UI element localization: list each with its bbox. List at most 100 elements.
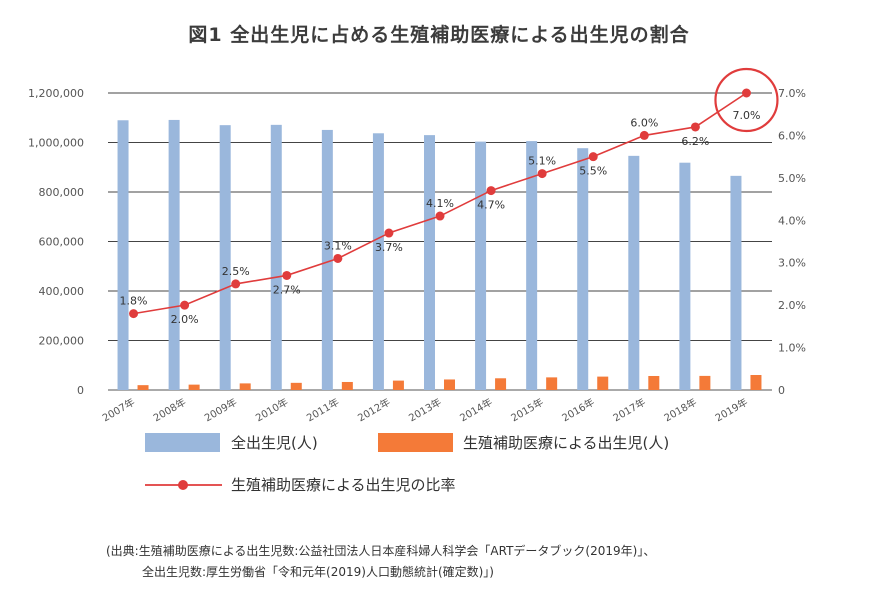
- source-line-1: (出典:生殖補助医療による出生児数:公益社団法人日本産科婦人科学会「ARTデータ…: [106, 544, 656, 558]
- y-left-tick-label: 200,000: [39, 335, 85, 348]
- bar-total-2019年: [730, 175, 742, 390]
- y-left-tick-label: 400,000: [39, 285, 85, 298]
- bar-art-2010年: [290, 382, 302, 390]
- x-tick-label: 2013年: [406, 395, 443, 424]
- y-axis-left: 0 200,000 400,000 600,000 800,000 1,000,000 1,…: [28, 87, 84, 397]
- y-right-tick-label: 2.0%: [778, 299, 806, 312]
- y-axis-right: 0 1.0% 2.0% 3.0% 4.0% 5.0% 6.0% 7.0%: [778, 87, 806, 397]
- bar-art-2009年: [239, 383, 251, 390]
- ratio-point-2016年: [588, 152, 598, 162]
- ratio-point-2011年: [333, 253, 343, 263]
- ratio-data-label: 7.0%: [732, 109, 760, 122]
- bar-total-2018年: [679, 162, 691, 390]
- ratio-point-2013年: [435, 211, 445, 221]
- ratio-point-2014年: [486, 186, 496, 196]
- x-tick-label: 2012年: [355, 395, 392, 424]
- ratio-point-2007年: [129, 309, 139, 319]
- bar-art-2012年: [392, 380, 404, 390]
- bar-art-2008年: [188, 384, 200, 390]
- bar-art-2007年: [137, 385, 149, 390]
- bar-art-2014年: [495, 378, 507, 390]
- y-right-tick-label: 6.0%: [778, 129, 806, 142]
- bars-total-births: [117, 119, 742, 391]
- bar-total-2012年: [372, 133, 384, 390]
- highlight-circle: [714, 67, 779, 133]
- bar-art-2015年: [546, 377, 558, 390]
- legend-label-total: 全出生児(人): [231, 434, 318, 452]
- bar-total-2011年: [321, 129, 333, 390]
- ratio-line-series: [129, 88, 751, 319]
- x-tick-label: 2016年: [560, 395, 597, 424]
- x-tick-label: 2008年: [151, 395, 188, 424]
- ratio-data-label: 4.7%: [477, 199, 505, 212]
- ratio-point-2008年: [180, 300, 190, 310]
- source-note: (出典:生殖補助医療による出生児数:公益社団法人日本産科婦人科学会「ARTデータ…: [106, 541, 655, 583]
- ratio-point-2018年: [690, 122, 700, 132]
- y-left-tick-label: 600,000: [39, 236, 85, 249]
- legend-swatch-art: [378, 433, 453, 452]
- legend: 全出生児(人) 生殖補助医療による出生児(人) 生殖補助医療による出生児の比率: [145, 433, 669, 494]
- x-tick-label: 2010年: [253, 395, 290, 424]
- source-line-2: 全出生児数:厚生労働省「令和元年(2019)人口動態統計(確定数)」): [142, 565, 494, 579]
- bar-total-2007年: [117, 120, 129, 390]
- y-right-tick-label: 3.0%: [778, 257, 806, 270]
- ratio-data-label: 2.0%: [171, 313, 199, 326]
- y-right-tick-label: 1.0%: [778, 342, 806, 355]
- bar-art-2018年: [699, 375, 711, 390]
- x-tick-label: 2018年: [662, 395, 699, 424]
- y-left-tick-label: 800,000: [39, 186, 85, 199]
- highlight-ring: [714, 67, 779, 133]
- ratio-data-label: 5.1%: [528, 155, 556, 168]
- ratio-point-2012年: [384, 228, 394, 238]
- ratio-data-label: 4.1%: [426, 197, 454, 210]
- x-tick-label: 2019年: [713, 395, 750, 424]
- ratio-data-label: 6.2%: [681, 135, 709, 148]
- legend-label-art: 生殖補助医療による出生児(人): [463, 434, 669, 452]
- legend-marker-ratio: [178, 480, 188, 490]
- bar-art-2017年: [648, 375, 660, 390]
- y-right-tick-label: 7.0%: [778, 87, 806, 100]
- bar-art-2013年: [444, 379, 455, 390]
- x-tick-label: 2007年: [100, 395, 137, 424]
- bars-art-births: [137, 375, 762, 390]
- ratio-point-2019年: [741, 88, 751, 98]
- ratio-data-label: 1.8%: [120, 295, 148, 308]
- x-tick-label: 2014年: [457, 395, 494, 424]
- y-right-tick-label: 4.0%: [778, 214, 806, 227]
- y-right-tick-label: 0: [778, 384, 785, 397]
- bar-art-2011年: [341, 381, 353, 390]
- ratio-point-2015年: [537, 169, 547, 179]
- y-left-tick-label: 1,200,000: [28, 87, 84, 100]
- y-left-tick-label: 1,000,000: [28, 137, 84, 150]
- ratio-data-label: 6.0%: [630, 116, 658, 129]
- y-left-tick-label: 0: [77, 384, 84, 397]
- ratio-data-label: 2.7%: [273, 283, 301, 296]
- bar-total-2008年: [168, 119, 180, 390]
- grid-lines: [108, 92, 772, 391]
- ratio-data-label: 2.5%: [222, 265, 250, 278]
- x-tick-label: 2009年: [202, 395, 239, 424]
- bar-total-2009年: [219, 125, 231, 391]
- bar-total-2010年: [270, 124, 282, 390]
- bar-art-2016年: [597, 376, 609, 390]
- x-axis: 2007年 2008年 2009年 2010年 2011年 2012年 2013年 2014年…: [100, 395, 750, 424]
- ratio-data-labels: 1.8% 2.0% 2.5% 2.7% 3.1% 3.7% 4.1% 4.7% 5.1% 5.5%…: [120, 109, 761, 326]
- bar-total-2015年: [526, 141, 538, 390]
- ratio-point-2009年: [231, 279, 241, 289]
- ratio-point-2017年: [639, 130, 649, 140]
- ratio-data-label: 3.7%: [375, 241, 403, 254]
- legend-swatch-total: [145, 433, 220, 452]
- bar-total-2013年: [424, 135, 435, 390]
- ratio-data-label: 5.5%: [579, 165, 607, 178]
- ratio-point-2010年: [282, 270, 292, 280]
- bar-total-2016年: [577, 148, 589, 390]
- x-tick-label: 2011年: [304, 395, 341, 424]
- bar-art-2019年: [750, 375, 762, 390]
- legend-label-ratio: 生殖補助医療による出生児の比率: [231, 476, 456, 494]
- chart-title: 図1 全出生児に占める生殖補助医療による出生児の割合: [188, 24, 690, 46]
- x-tick-label: 2017年: [611, 395, 648, 424]
- bar-total-2017年: [628, 155, 640, 390]
- ratio-data-label: 3.1%: [324, 239, 352, 252]
- x-tick-label: 2015年: [508, 395, 545, 424]
